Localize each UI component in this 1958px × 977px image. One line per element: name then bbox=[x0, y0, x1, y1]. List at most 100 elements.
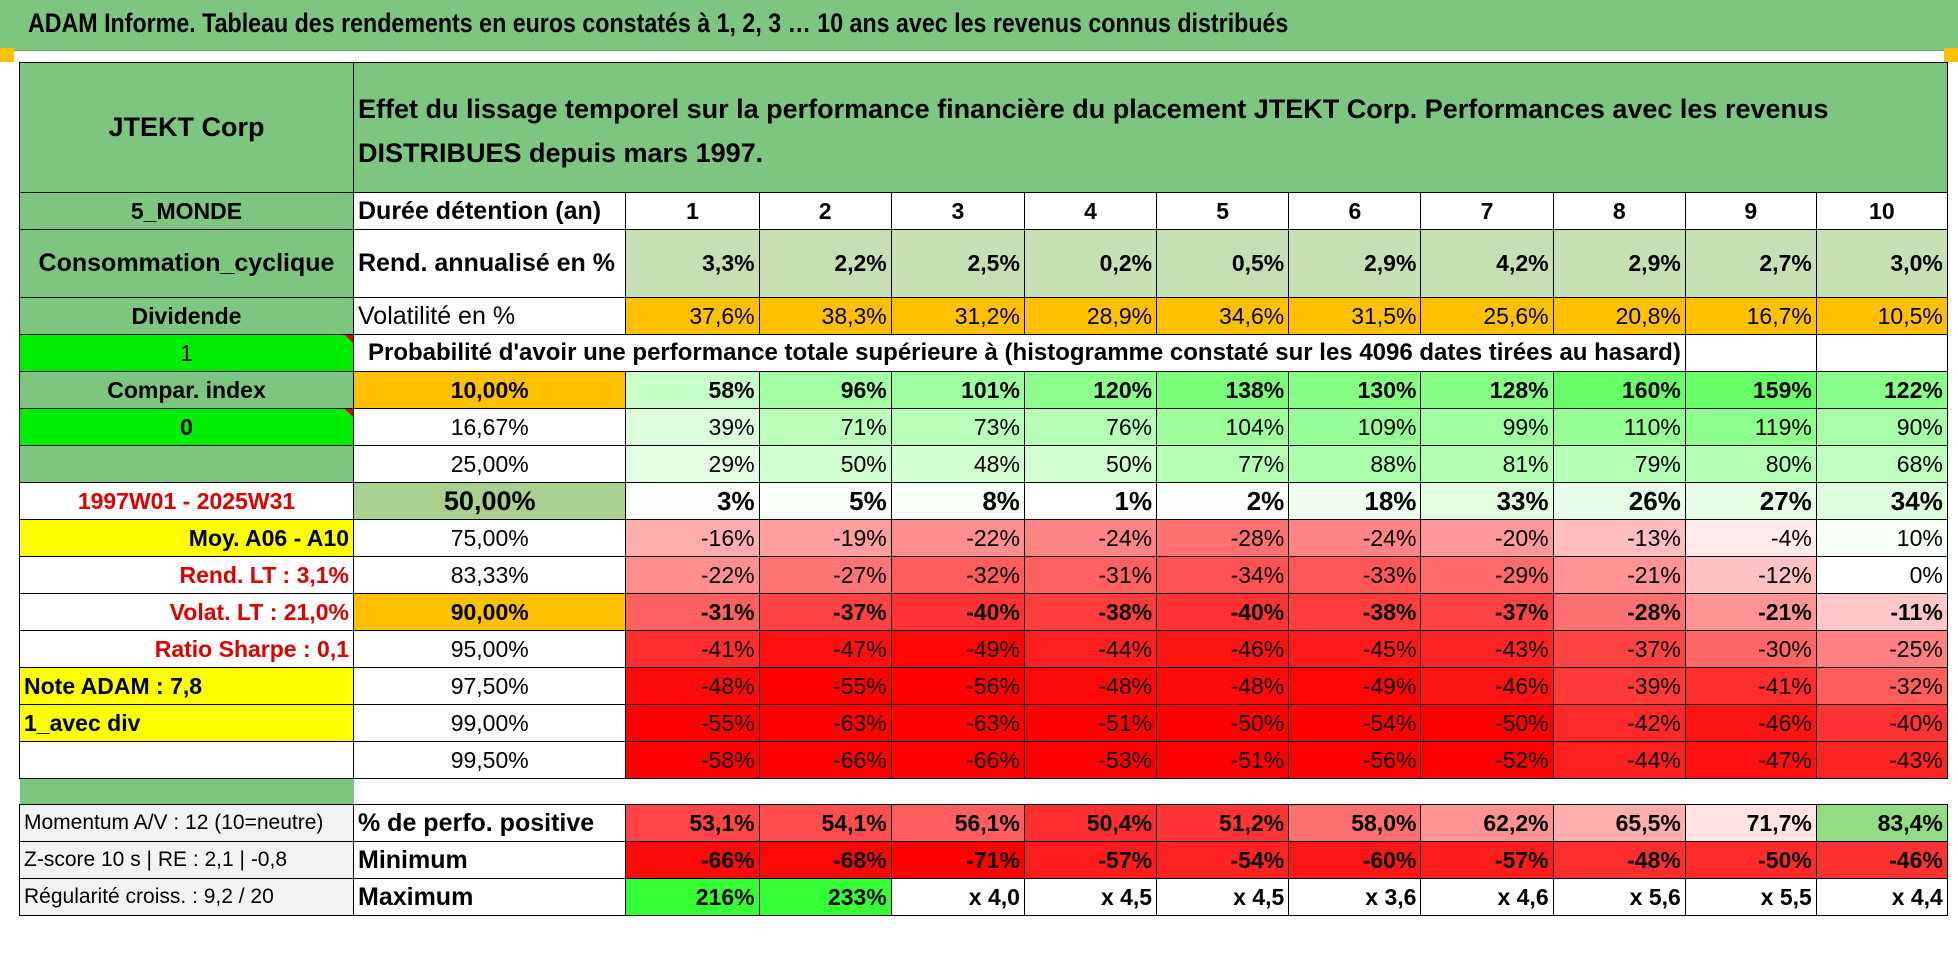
prob-value: 73% bbox=[890, 408, 1025, 446]
prob-value: -55% bbox=[625, 704, 760, 742]
prob-value: 2% bbox=[1156, 482, 1290, 520]
prob-value: 58% bbox=[625, 371, 760, 409]
prob-value: -24% bbox=[1288, 519, 1422, 557]
dividend-cell: Dividende bbox=[19, 297, 354, 335]
prob-value: 5% bbox=[758, 482, 892, 520]
prob-value: -47% bbox=[1684, 741, 1817, 779]
maximum-value: x 4,4 bbox=[1815, 878, 1948, 916]
perf-pos-value: 56,1% bbox=[890, 804, 1025, 842]
year-header: 7 bbox=[1420, 192, 1554, 230]
minimum-value: -54% bbox=[1156, 841, 1290, 879]
pct-label: 10,00% bbox=[352, 371, 627, 409]
prob-value: 50% bbox=[758, 445, 892, 483]
prob-value: -49% bbox=[890, 630, 1025, 668]
vol-value: 34,6% bbox=[1156, 297, 1290, 335]
prob-value: -39% bbox=[1552, 667, 1686, 705]
rend-value: 0,2% bbox=[1023, 229, 1158, 298]
prob-value: -22% bbox=[890, 519, 1025, 557]
minimum-value: -71% bbox=[890, 841, 1025, 879]
prob-value: 3% bbox=[625, 482, 760, 520]
vol-value: 16,7% bbox=[1684, 297, 1817, 335]
prob-value: -32% bbox=[1815, 667, 1948, 705]
rend-value: 2,5% bbox=[890, 229, 1025, 298]
prob-value: -56% bbox=[1288, 741, 1422, 779]
prob-value: 119% bbox=[1684, 408, 1817, 446]
pct-label: 95,00% bbox=[352, 630, 627, 668]
note-adam-cell: Note ADAM : 7,8 bbox=[19, 667, 354, 705]
pct-label: 16,67% bbox=[352, 408, 627, 446]
prob-value: -11% bbox=[1815, 593, 1948, 631]
prob-value: -22% bbox=[625, 556, 760, 594]
vol-value: 28,9% bbox=[1023, 297, 1158, 335]
prob-value: -43% bbox=[1420, 630, 1554, 668]
prob-value: -4% bbox=[1684, 519, 1817, 557]
vol-label: Volatilité en % bbox=[352, 297, 627, 335]
moy-cell: Moy. A06 - A10 bbox=[19, 519, 354, 557]
prob-value: 76% bbox=[1023, 408, 1158, 446]
avec-div-cell: 1_avec div bbox=[19, 704, 354, 742]
pct-label: 99,50% bbox=[352, 741, 627, 779]
prob-value: -30% bbox=[1684, 630, 1817, 668]
perf-pos-value: 62,2% bbox=[1420, 804, 1554, 842]
prob-value: -21% bbox=[1684, 593, 1817, 631]
prob-value: -46% bbox=[1420, 667, 1554, 705]
prob-value: -47% bbox=[758, 630, 892, 668]
rend-value: 2,7% bbox=[1684, 229, 1817, 298]
selector-zero[interactable]: 0 bbox=[19, 408, 354, 446]
prob-value: -55% bbox=[758, 667, 892, 705]
prob-value: -50% bbox=[1420, 704, 1554, 742]
prob-value: 26% bbox=[1552, 482, 1686, 520]
maximum-value: x 4,5 bbox=[1156, 878, 1290, 916]
sector-cell: Consommation_cyclique bbox=[19, 229, 354, 298]
prob-value: 160% bbox=[1552, 371, 1686, 409]
prob-value: 1% bbox=[1023, 482, 1158, 520]
vol-value: 31,5% bbox=[1288, 297, 1422, 335]
prob-value: 88% bbox=[1288, 445, 1422, 483]
prob-value: -37% bbox=[758, 593, 892, 631]
prob-value: -34% bbox=[1156, 556, 1290, 594]
year-header: 6 bbox=[1288, 192, 1422, 230]
year-header: 10 bbox=[1815, 192, 1948, 230]
prob-value: -46% bbox=[1684, 704, 1817, 742]
minimum-label: Minimum bbox=[352, 841, 627, 879]
perf-pos-value: 58,0% bbox=[1288, 804, 1422, 842]
prob-value: 81% bbox=[1420, 445, 1554, 483]
prob-value: -53% bbox=[1023, 741, 1158, 779]
prob-value: 120% bbox=[1023, 371, 1158, 409]
rend-lt-cell: Rend. LT : 3,1% bbox=[19, 556, 354, 594]
minimum-value: -57% bbox=[1023, 841, 1158, 879]
compar-index-cell: Compar. index bbox=[19, 371, 354, 409]
prob-value: -21% bbox=[1552, 556, 1686, 594]
prob-value: -48% bbox=[1023, 667, 1158, 705]
duree-label: Durée détention (an) bbox=[352, 192, 627, 230]
prob-value: 122% bbox=[1815, 371, 1948, 409]
selector-one[interactable]: 1 bbox=[19, 334, 354, 372]
empty-cell bbox=[19, 741, 354, 779]
perf-pos-value: 51,2% bbox=[1156, 804, 1290, 842]
prob-value: -41% bbox=[1684, 667, 1817, 705]
prob-value: 27% bbox=[1684, 482, 1817, 520]
perf-pos-value: 65,5% bbox=[1552, 804, 1686, 842]
maximum-value: 216% bbox=[625, 878, 760, 916]
prob-value: -56% bbox=[890, 667, 1025, 705]
prob-value: 80% bbox=[1684, 445, 1817, 483]
prob-value: -16% bbox=[625, 519, 760, 557]
prob-value: 68% bbox=[1815, 445, 1948, 483]
proba-label: Probabilité d'avoir une performance tota… bbox=[353, 334, 1686, 372]
vol-value: 10,5% bbox=[1815, 297, 1948, 335]
prob-value: -51% bbox=[1156, 741, 1290, 779]
prob-value: 99% bbox=[1420, 408, 1554, 446]
prob-value: 0% bbox=[1815, 556, 1948, 594]
prob-value: -38% bbox=[1288, 593, 1422, 631]
prob-value: -48% bbox=[625, 667, 760, 705]
year-header: 9 bbox=[1684, 192, 1817, 230]
prob-value: -63% bbox=[890, 704, 1025, 742]
prob-value: 130% bbox=[1288, 371, 1422, 409]
pct-label: 90,00% bbox=[352, 593, 627, 631]
regularite-cell: Régularité croiss. : 9,2 / 20 bbox=[19, 878, 354, 916]
vol-value: 37,6% bbox=[625, 297, 760, 335]
pct-label: 97,50% bbox=[352, 667, 627, 705]
period-cell: 1997W01 - 2025W31 bbox=[19, 482, 354, 520]
minimum-value: -48% bbox=[1552, 841, 1686, 879]
prob-value: -63% bbox=[758, 704, 892, 742]
